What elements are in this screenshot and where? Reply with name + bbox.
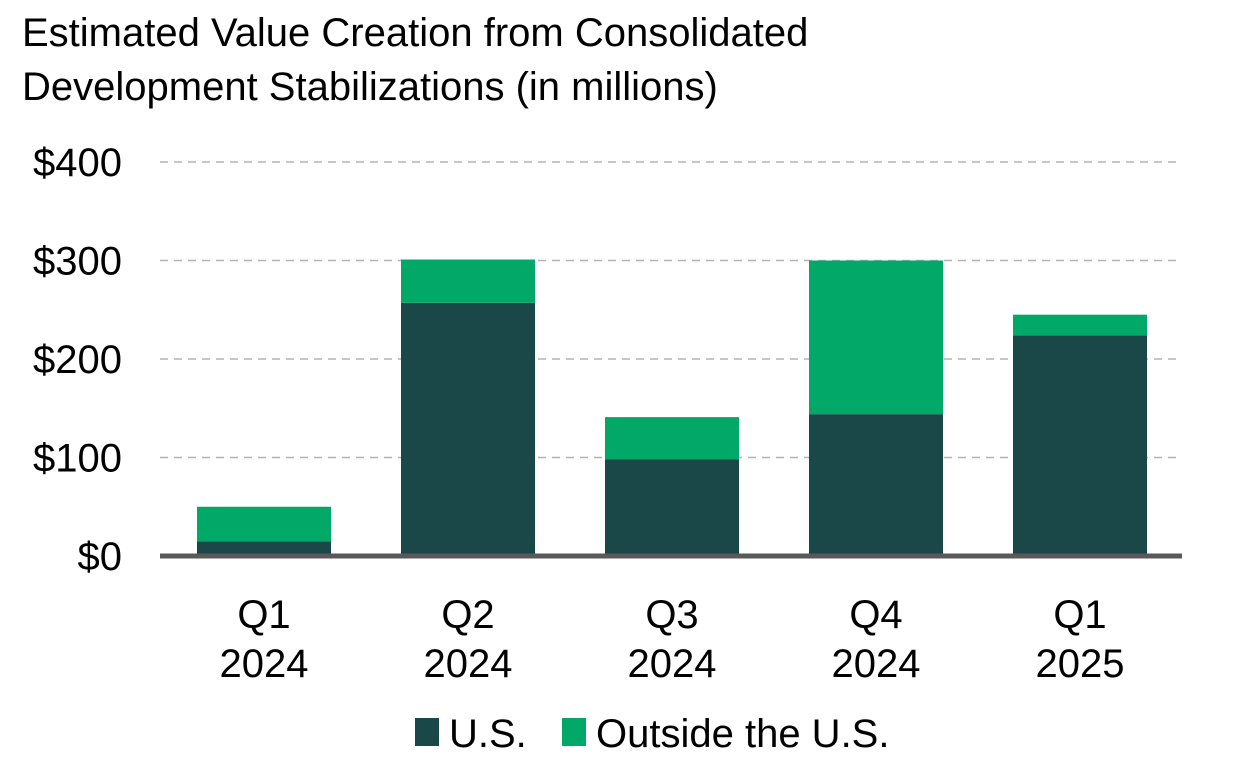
chart-title-line-1: Estimated Value Creation from Consolidat… (22, 11, 809, 55)
legend-label-outside-us: Outside the U.S. (596, 712, 889, 756)
legend-swatch-us (415, 718, 439, 746)
x-tick-year: 2024 (628, 642, 717, 686)
bars (197, 259, 1147, 556)
x-tick-year: 2024 (424, 642, 513, 686)
x-axis: Q1 2024 Q2 2024 Q3 2024 Q4 2024 Q1 2025 (220, 593, 1125, 686)
x-tick-year: 2024 (832, 642, 921, 686)
bar-us-q1-2024 (197, 541, 331, 556)
y-tick-label: $100 (33, 437, 122, 481)
x-tick-quarter: Q4 (849, 593, 902, 637)
x-tick-year: 2024 (220, 642, 309, 686)
bar-us-q4-2024 (809, 414, 943, 556)
bar-outside-us-q2-2024 (401, 259, 535, 303)
x-tick-quarter: Q1 (1053, 593, 1106, 637)
legend-label-us: U.S. (449, 712, 527, 756)
bar-outside-us-q3-2024 (605, 417, 739, 460)
y-tick-label: $200 (33, 338, 122, 382)
y-tick-label: $0 (78, 535, 123, 579)
y-axis: $0 $100 $200 $300 $400 (33, 141, 122, 579)
y-tick-label: $400 (33, 141, 122, 185)
bar-us-q1-2025 (1013, 335, 1147, 556)
bar-outside-us-q1-2025 (1013, 314, 1147, 336)
y-tick-label: $300 (33, 240, 122, 284)
chart-title-line-2: Development Stabilizations (in millions) (22, 65, 718, 109)
chart-title: Estimated Value Creation from Consolidat… (22, 6, 1122, 114)
x-tick-quarter: Q2 (441, 593, 494, 637)
bar-us-q3-2024 (605, 459, 739, 556)
legend: U.S. Outside the U.S. (415, 712, 889, 756)
x-tick-quarter: Q3 (645, 593, 698, 637)
bar-outside-us-q1-2024 (197, 506, 331, 542)
bar-us-q2-2024 (401, 302, 535, 556)
bar-outside-us-q4-2024 (809, 260, 943, 415)
x-tick-year: 2025 (1036, 642, 1125, 686)
legend-swatch-outside-us (562, 718, 586, 746)
x-tick-quarter: Q1 (237, 593, 290, 637)
